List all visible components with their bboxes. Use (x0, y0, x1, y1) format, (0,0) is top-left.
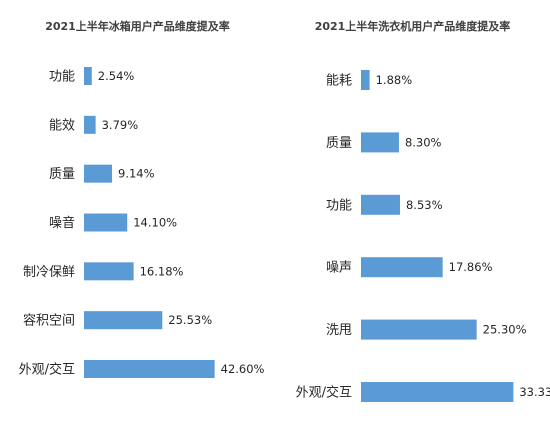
fridge-chart-panel: 2021上半年冰箱用户产品维度提及率 功能 2.54% 能效 3.79% 质量 9.14%… (19, 20, 265, 378)
chart-title: 2021上半年洗衣机用户产品维度提及率 (314, 20, 511, 33)
bar (361, 257, 443, 278)
chart-title: 2021上半年冰箱用户产品维度提及率 (45, 20, 230, 33)
data-label: 8.30% (405, 135, 442, 149)
data-label: 33.33% (519, 385, 550, 399)
data-label: 3.79% (102, 118, 139, 132)
bar (361, 382, 514, 402)
category-label: 质量 (326, 136, 352, 151)
data-label: 25.30% (483, 323, 527, 337)
category-label: 外观/交互 (296, 385, 352, 401)
category-label: 容积空间 (23, 313, 75, 329)
data-label: 2.54% (98, 69, 135, 83)
data-label: 8.53% (406, 198, 443, 212)
bar (84, 360, 215, 378)
data-label: 42.60% (221, 362, 265, 376)
data-label: 1.88% (376, 73, 413, 87)
data-label: 9.14% (118, 167, 155, 181)
data-label: 14.10% (133, 216, 177, 230)
data-label: 17.86% (449, 260, 493, 274)
bar (361, 194, 400, 215)
bar (84, 311, 163, 330)
washer-bar-chart: 能耗 1.88% 质量 8.30% 功能 8.53% 噪声 17.86% 洗甩 25.30% 外观/… (296, 70, 550, 402)
washer-chart-panel: 2021上半年洗衣机用户产品维度提及率 能耗 1.88% 质量 8.30% 功能 8.53… (275, 0, 550, 425)
bar (361, 319, 477, 340)
bar (84, 67, 92, 85)
bar (361, 132, 399, 153)
category-label: 能效 (49, 118, 75, 133)
bar (84, 115, 96, 134)
bar (361, 70, 370, 90)
category-label: 噪声 (326, 261, 352, 276)
category-label: 质量 (49, 167, 75, 182)
fridge-bar-chart: 功能 2.54% 能效 3.79% 质量 9.14% 噪音 14.10% 制冷保鲜 16.18% 容… (19, 67, 265, 378)
category-label: 制冷保鲜 (23, 265, 75, 280)
data-label: 16.18% (140, 264, 184, 278)
bar (84, 164, 113, 183)
category-label: 洗甩 (326, 323, 352, 338)
category-label: 功能 (326, 198, 352, 213)
data-label: 25.53% (168, 313, 212, 327)
bar (84, 262, 134, 281)
bar (84, 213, 128, 232)
category-label: 功能 (49, 70, 75, 85)
category-label: 能耗 (326, 74, 352, 89)
category-label: 噪音 (49, 215, 75, 231)
category-label: 外观/交互 (19, 362, 75, 378)
